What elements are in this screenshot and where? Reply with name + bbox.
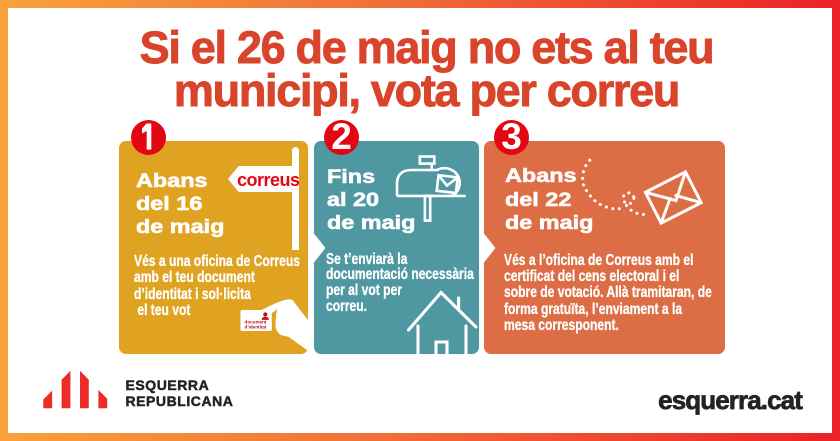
svg-text:document: document [245,320,267,325]
svg-text:d’identitat: d’identitat [245,325,267,330]
